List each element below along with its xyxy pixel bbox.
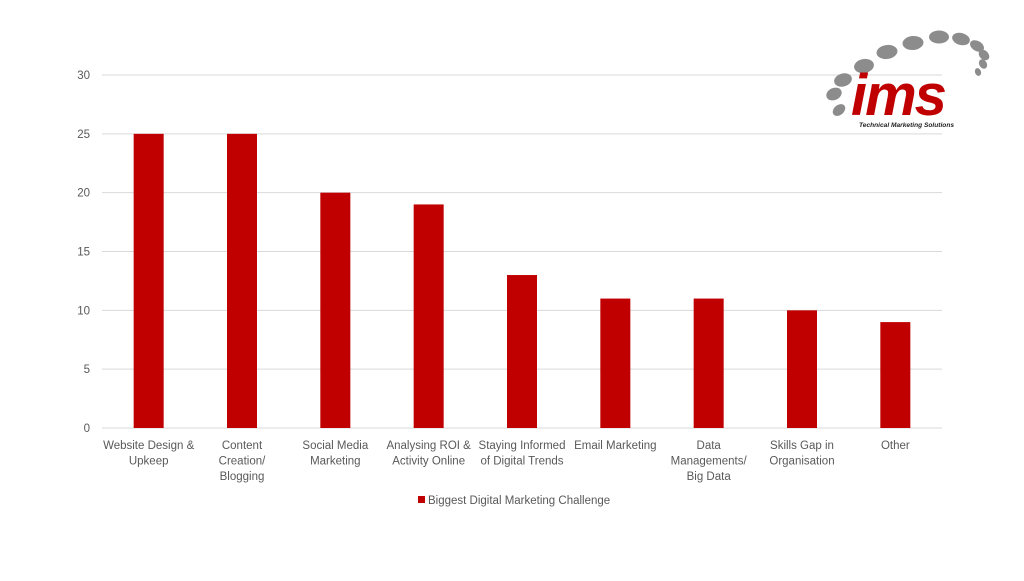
logo-dot <box>952 32 970 46</box>
logo-dot <box>974 68 982 76</box>
bar <box>693 298 724 428</box>
x-category-label: Staying Informed of Digital Trends <box>479 440 566 468</box>
x-category-label-line: of Digital Trends <box>480 456 563 468</box>
x-category-label-line: Managements/ <box>671 456 748 468</box>
x-category-label: Data Managements/Big Data <box>671 440 748 483</box>
y-tick-label: 20 <box>77 188 90 200</box>
bar <box>133 133 164 429</box>
x-category-label: Website Design & Upkeep <box>103 440 195 468</box>
y-tick-label: 0 <box>84 423 90 435</box>
logo-dot <box>970 40 984 52</box>
ims-logo: ims Technical Marketing Solutions <box>826 30 990 129</box>
y-tick-label: 5 <box>84 364 90 376</box>
x-category-label: Social Media Marketing <box>302 440 368 468</box>
y-tick-label: 30 <box>77 70 90 82</box>
bar <box>787 310 817 428</box>
logo-dot <box>832 104 846 116</box>
x-category-label-line: Blogging <box>220 471 265 483</box>
logo-dots-arc <box>826 30 990 116</box>
legend: Biggest Digital Marketing Challenge <box>418 495 610 507</box>
x-axis-category-labels: Website Design & Upkeep Content Creation/Bl… <box>103 440 910 483</box>
x-category-label: Skills Gap in Organisation <box>769 440 834 468</box>
x-category-label-line: Organisation <box>769 456 834 468</box>
logo-dot <box>826 87 842 101</box>
bar <box>507 275 537 428</box>
y-axis-tick-labels: 0 5 10 15 20 25 30 <box>77 70 90 435</box>
x-category-label: Content Creation/Blogging <box>219 440 266 483</box>
bar <box>880 322 911 428</box>
x-category-label-line: Website Design & <box>103 440 195 452</box>
x-category-label-line: Big Data <box>687 471 732 483</box>
x-category-label-line: Other <box>881 440 910 452</box>
logo-wordmark: ims <box>851 63 946 128</box>
logo-dot <box>902 35 924 51</box>
x-category-label-line: Upkeep <box>129 456 169 468</box>
x-category-label-line: Activity Online <box>392 456 465 468</box>
x-category-label: Email Marketing <box>574 440 656 452</box>
x-category-label: Other <box>881 440 910 452</box>
x-category-label-line: Marketing <box>310 456 361 468</box>
x-category-label-line: Staying Informed <box>479 440 566 452</box>
logo-dot <box>876 44 898 60</box>
x-category-label-line: Social Media <box>302 440 368 452</box>
logo-dot <box>854 58 874 74</box>
bar <box>413 204 444 428</box>
bar <box>227 133 257 429</box>
x-category-label-line: Creation/ <box>219 456 266 468</box>
bar <box>320 192 351 428</box>
logo-dot <box>929 30 949 44</box>
x-category-label-line: Analysing ROI & <box>386 440 471 452</box>
logo-dot <box>834 73 852 87</box>
x-category-label-line: Data <box>697 440 722 452</box>
bars <box>133 133 911 429</box>
legend-label: Biggest Digital Marketing Challenge <box>428 495 610 507</box>
y-tick-label: 25 <box>77 129 90 141</box>
y-tick-label: 15 <box>77 247 90 259</box>
logo-dot <box>978 49 990 61</box>
bar <box>600 298 631 428</box>
logo-tagline: Technical Marketing Solutions <box>859 122 954 129</box>
x-category-label: Analysing ROI & Activity Online <box>386 440 471 468</box>
logo-dot <box>978 59 988 69</box>
x-category-label-line: Skills Gap in <box>770 440 834 452</box>
legend-swatch <box>418 496 425 503</box>
x-category-label-line: Email Marketing <box>574 440 656 452</box>
x-category-label-line: Content <box>222 440 263 452</box>
y-tick-label: 10 <box>77 305 90 317</box>
